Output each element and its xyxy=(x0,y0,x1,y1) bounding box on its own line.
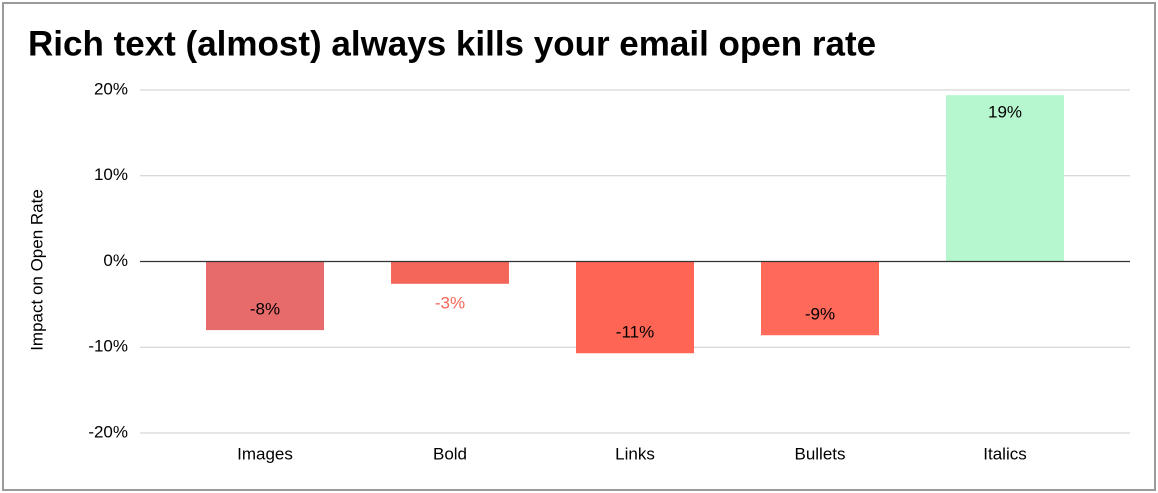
x-tick-label: Links xyxy=(615,444,655,463)
y-tick-label: 0% xyxy=(103,251,128,270)
data-label: -9% xyxy=(805,305,835,324)
chart-title: Rich text (almost) always kills your ema… xyxy=(28,24,876,63)
x-tick-label: Bullets xyxy=(794,444,845,463)
y-tick-label: 10% xyxy=(94,165,128,184)
data-label: -8% xyxy=(250,300,280,319)
y-axis-label: Impact on Open Rate xyxy=(27,189,46,351)
bar xyxy=(946,95,1064,262)
bar xyxy=(761,261,879,336)
data-label: 19% xyxy=(988,103,1022,122)
x-tick-label: Images xyxy=(237,444,293,463)
bar xyxy=(576,261,694,354)
bar xyxy=(206,261,324,331)
x-tick-label: Italics xyxy=(983,444,1026,463)
y-tick-label: -10% xyxy=(88,337,128,356)
y-tick-label: 20% xyxy=(94,79,128,98)
data-label: -11% xyxy=(616,323,654,342)
y-tick-label: -20% xyxy=(88,422,128,441)
data-label: -3% xyxy=(435,293,465,312)
x-tick-label: Bold xyxy=(433,444,467,463)
bar xyxy=(391,261,509,284)
